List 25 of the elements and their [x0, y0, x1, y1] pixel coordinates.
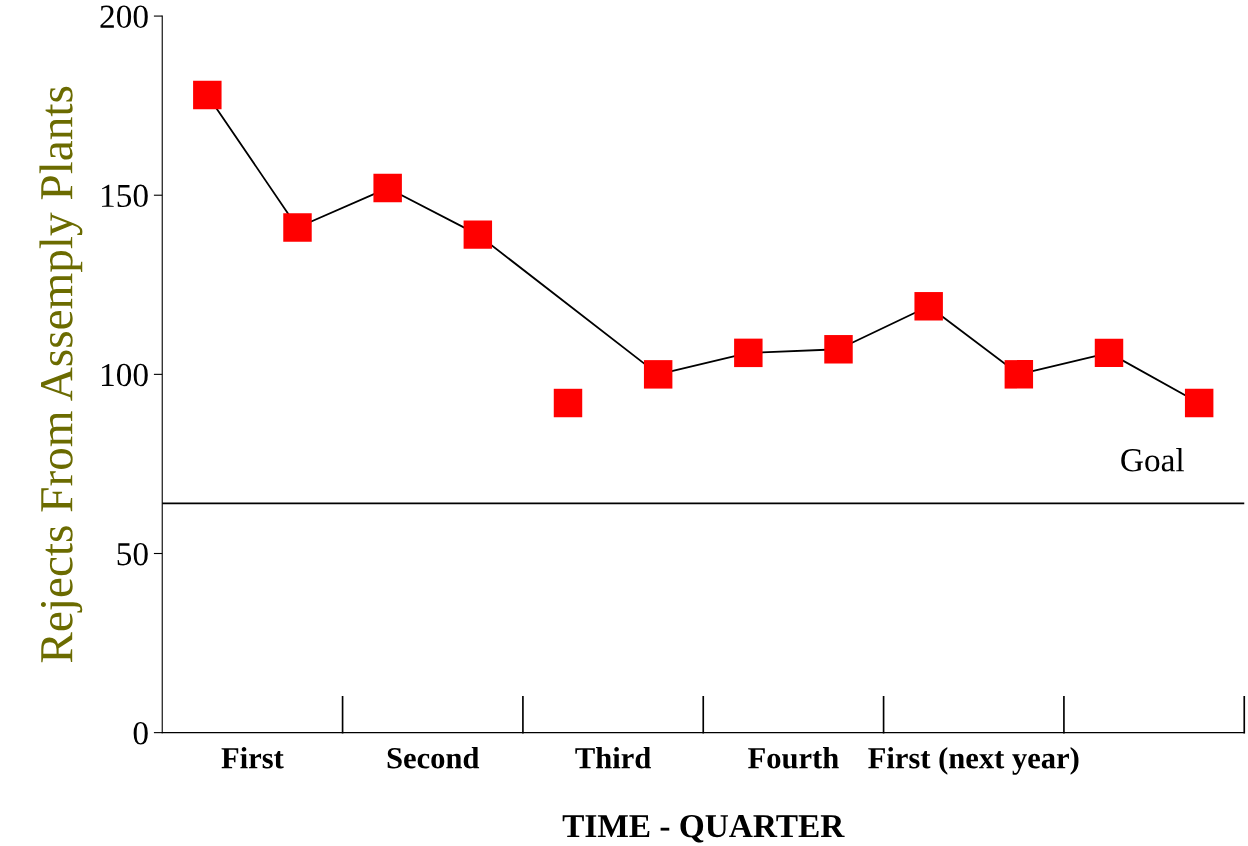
- y-tick-label: 100: [101, 363, 148, 387]
- ref-line-label: Goal: [1121, 448, 1185, 472]
- text: Fourth: [748, 746, 839, 769]
- point: [1184, 388, 1214, 418]
- point: [1004, 360, 1034, 389]
- point: [914, 292, 943, 321]
- point: [463, 220, 493, 249]
- y-tick-label: 0: [133, 722, 148, 745]
- text: First: [221, 746, 284, 769]
- point: [1094, 338, 1124, 368]
- y-tick-label: 200: [100, 5, 148, 28]
- point: [373, 173, 402, 203]
- point: [193, 80, 222, 110]
- y-axis-title: Rejects From Assemply Plants: [39, 86, 83, 663]
- text: Third: [575, 746, 651, 769]
- y-tick-label: 50: [117, 542, 148, 566]
- y-tick-label: 150: [101, 184, 148, 208]
- point: [643, 360, 673, 389]
- text: Second: [387, 746, 480, 769]
- point: [824, 335, 853, 364]
- text: First (next year): [868, 746, 1079, 775]
- point: [734, 338, 763, 368]
- x-axis-title: TIME - QUARTER: [562, 814, 845, 843]
- point: [553, 388, 583, 418]
- point: [283, 213, 312, 242]
